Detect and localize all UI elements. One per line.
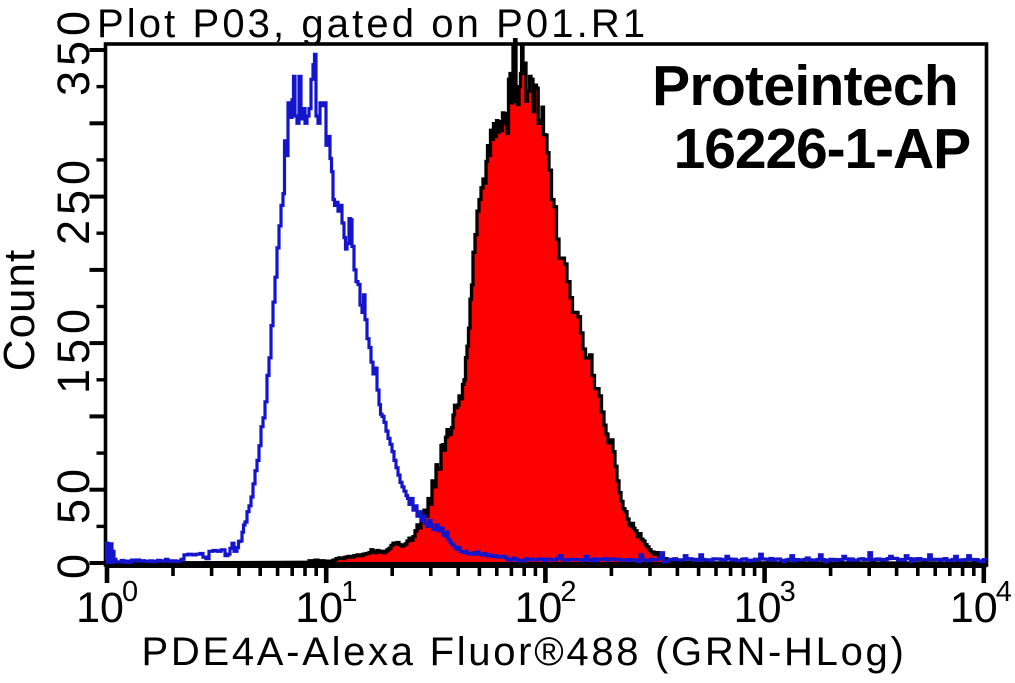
svg-text:Plot P03, gated on P01.R1: Plot P03, gated on P01.R1 bbox=[97, 2, 648, 46]
svg-text:3: 3 bbox=[780, 576, 796, 608]
svg-text:350: 350 bbox=[48, 6, 99, 96]
svg-text:10: 10 bbox=[295, 584, 343, 632]
svg-text:10: 10 bbox=[734, 584, 782, 632]
svg-text:0: 0 bbox=[48, 549, 99, 579]
svg-text:10: 10 bbox=[76, 584, 124, 632]
svg-text:10: 10 bbox=[950, 584, 998, 632]
svg-text:PDE4A-Alexa Fluor®488 (GRN-HLo: PDE4A-Alexa Fluor®488 (GRN-HLog) bbox=[142, 630, 907, 674]
svg-text:1: 1 bbox=[341, 576, 357, 608]
svg-text:250: 250 bbox=[48, 155, 99, 245]
svg-text:2: 2 bbox=[560, 576, 576, 608]
svg-text:10: 10 bbox=[514, 584, 562, 632]
svg-text:50: 50 bbox=[48, 464, 99, 524]
svg-text:Count: Count bbox=[0, 249, 44, 371]
svg-text:16226-1-AP: 16226-1-AP bbox=[674, 117, 970, 181]
svg-text:150: 150 bbox=[48, 304, 99, 394]
svg-text:Proteintech: Proteintech bbox=[652, 54, 958, 118]
svg-text:4: 4 bbox=[996, 576, 1012, 608]
svg-text:0: 0 bbox=[122, 576, 138, 608]
